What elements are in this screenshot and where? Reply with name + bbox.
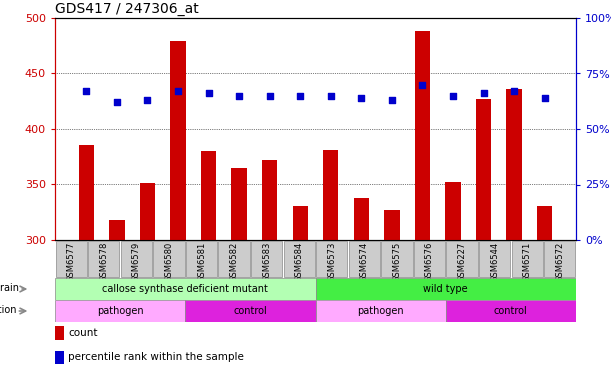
Bar xyxy=(262,160,277,240)
Point xyxy=(203,90,213,96)
Text: pathogen: pathogen xyxy=(357,306,404,316)
Bar xyxy=(170,41,186,240)
Text: GSM6576: GSM6576 xyxy=(425,242,434,282)
Text: GSM6579: GSM6579 xyxy=(132,242,141,282)
Bar xyxy=(507,89,522,240)
Bar xyxy=(55,326,64,340)
Text: count: count xyxy=(68,328,98,338)
Bar xyxy=(414,241,445,277)
Bar xyxy=(479,241,510,277)
Point xyxy=(478,90,488,96)
Point xyxy=(142,97,152,103)
Point xyxy=(326,93,335,98)
Text: infection: infection xyxy=(0,305,16,315)
Bar xyxy=(316,241,348,277)
Bar xyxy=(476,99,491,240)
Text: wild type: wild type xyxy=(423,284,468,294)
Bar xyxy=(415,31,430,240)
Text: GSM6227: GSM6227 xyxy=(458,242,467,282)
Bar xyxy=(511,241,543,277)
Text: GSM6571: GSM6571 xyxy=(522,242,532,282)
Point xyxy=(234,93,244,98)
Point xyxy=(173,88,183,94)
Point xyxy=(540,95,549,101)
Bar xyxy=(284,241,315,277)
Bar xyxy=(381,241,412,277)
Point xyxy=(356,95,366,101)
Text: GSM6544: GSM6544 xyxy=(490,242,499,282)
Bar xyxy=(384,210,400,240)
Point xyxy=(509,88,519,94)
Bar xyxy=(153,241,185,277)
Bar xyxy=(56,241,87,277)
Bar xyxy=(109,220,125,240)
Bar xyxy=(140,183,155,240)
Text: control: control xyxy=(494,306,528,316)
Text: GSM6574: GSM6574 xyxy=(360,242,369,282)
Bar xyxy=(447,241,478,277)
Bar xyxy=(315,278,576,300)
Point xyxy=(295,93,305,98)
Bar xyxy=(293,206,308,240)
Bar xyxy=(445,182,461,240)
Bar xyxy=(537,206,552,240)
Bar xyxy=(219,241,250,277)
Bar xyxy=(55,300,185,322)
Text: GDS417 / 247306_at: GDS417 / 247306_at xyxy=(55,1,199,16)
Bar xyxy=(55,351,64,364)
Text: GSM6577: GSM6577 xyxy=(67,242,76,282)
Point xyxy=(448,93,458,98)
Point xyxy=(112,100,122,105)
Text: control: control xyxy=(233,306,267,316)
Bar xyxy=(349,241,380,277)
Text: GSM6584: GSM6584 xyxy=(295,242,304,282)
Text: GSM6573: GSM6573 xyxy=(327,242,336,282)
Point xyxy=(387,97,397,103)
Text: strain: strain xyxy=(0,283,20,293)
Bar xyxy=(446,300,576,322)
Bar xyxy=(315,300,446,322)
Text: GSM6581: GSM6581 xyxy=(197,242,206,282)
Text: callose synthase deficient mutant: callose synthase deficient mutant xyxy=(102,284,268,294)
Text: GSM6575: GSM6575 xyxy=(392,242,401,282)
Bar xyxy=(232,168,247,240)
Text: GSM6580: GSM6580 xyxy=(164,242,174,282)
Bar xyxy=(323,150,338,240)
Bar xyxy=(88,241,120,277)
Text: percentile rank within the sample: percentile rank within the sample xyxy=(68,352,244,362)
Point xyxy=(417,82,427,87)
Bar xyxy=(79,145,94,240)
Bar xyxy=(251,241,282,277)
Bar xyxy=(544,241,576,277)
Text: GSM6583: GSM6583 xyxy=(262,242,271,282)
Bar xyxy=(121,241,152,277)
Bar xyxy=(185,300,315,322)
Bar xyxy=(354,198,369,240)
Text: GSM6582: GSM6582 xyxy=(230,242,238,282)
Point xyxy=(81,88,91,94)
Bar xyxy=(201,151,216,240)
Text: pathogen: pathogen xyxy=(97,306,144,316)
Text: GSM6578: GSM6578 xyxy=(100,242,108,282)
Bar xyxy=(55,278,315,300)
Point xyxy=(265,93,274,98)
Bar xyxy=(186,241,217,277)
Text: GSM6572: GSM6572 xyxy=(555,242,564,282)
